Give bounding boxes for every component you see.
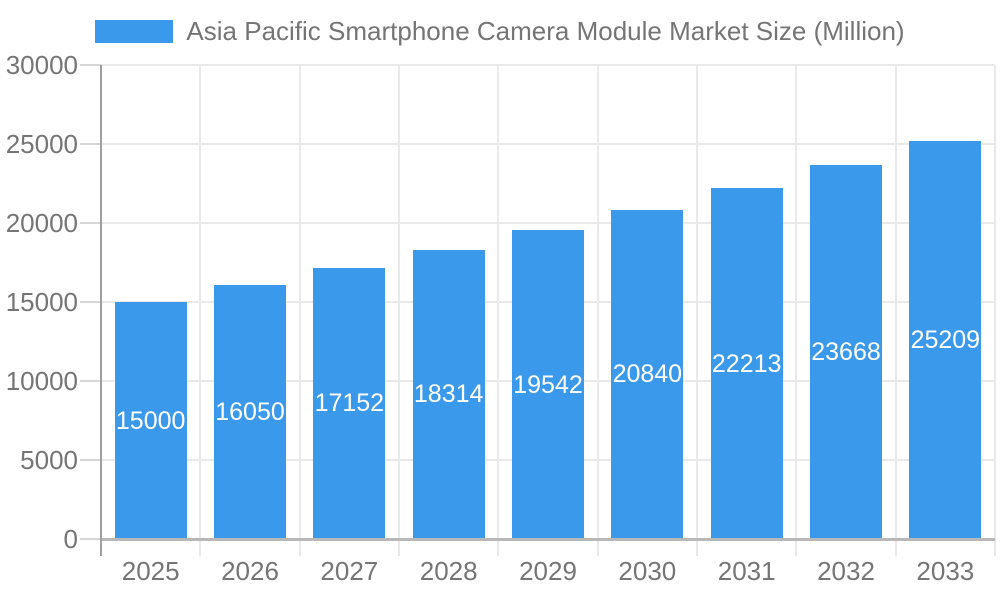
bar-value-label: 22213: [711, 349, 782, 378]
x-axis-tick-label: 2033: [916, 556, 975, 586]
bar-2025: [114, 302, 187, 539]
y-axis-tick-label: 0: [63, 524, 78, 554]
y-axis-tick: [80, 459, 101, 461]
y-axis-tick: [80, 143, 101, 145]
bar-value-label: 16050: [215, 398, 285, 427]
x-axis-tick: [994, 539, 996, 556]
y-axis-tick: [80, 380, 101, 382]
x-gridline: [596, 65, 599, 539]
y-axis-tick-label: 20000: [5, 208, 78, 238]
bar-2028: [412, 249, 485, 539]
x-axis-tick: [795, 539, 798, 556]
y-axis-tick: [80, 301, 101, 303]
bar-value-label: 18314: [413, 380, 484, 409]
x-axis-tick: [199, 539, 202, 556]
x-axis-tick-label: 2030: [618, 556, 677, 586]
y-axis-tick-label: 25000: [5, 129, 78, 159]
bar-2026: [214, 285, 286, 539]
bar-2032: [810, 165, 882, 539]
x-gridline: [398, 65, 400, 539]
bar-value-label: 17152: [314, 389, 385, 418]
x-axis-tick: [497, 539, 500, 556]
x-gridline: [298, 65, 301, 539]
x-axis-tick-label: 2027: [320, 556, 379, 586]
y-axis-tick-label: 15000: [5, 287, 78, 317]
y-gridline: [101, 143, 995, 145]
y-axis-line: [100, 65, 102, 556]
bar-value-label: 19542: [513, 370, 583, 399]
chart-legend: Asia Pacific Smartphone Camera Module Ma…: [0, 17, 1000, 45]
x-axis-tick-label: 2026: [221, 556, 279, 586]
x-gridline: [994, 65, 996, 539]
x-axis-tick: [894, 539, 897, 556]
y-axis-tick: [80, 222, 101, 224]
x-gridline: [894, 65, 897, 539]
x-axis-tick-label: 2028: [419, 556, 478, 586]
x-axis-tick: [696, 539, 698, 556]
bar-2033: [909, 140, 982, 539]
bar-2027: [313, 267, 386, 539]
y-axis-tick: [80, 538, 101, 540]
x-axis-tick-label: 2029: [519, 556, 577, 586]
bar-2030: [611, 209, 684, 539]
x-axis-tick-label: 2031: [717, 556, 776, 586]
x-axis-tick: [398, 539, 400, 556]
bar-2029: [512, 230, 584, 539]
y-gridline: [101, 64, 995, 66]
y-axis-tick-label: 10000: [5, 366, 78, 396]
legend-label: Asia Pacific Smartphone Camera Module Ma…: [186, 16, 905, 46]
x-axis-tick: [298, 539, 301, 556]
legend-swatch-icon: [95, 19, 174, 43]
x-axis-tick: [100, 539, 102, 556]
x-gridline: [199, 65, 202, 539]
y-axis-tick: [80, 64, 101, 66]
x-axis-tick-label: 2025: [121, 556, 180, 586]
x-gridline: [497, 65, 500, 539]
bar-2031: [710, 188, 783, 539]
x-gridline: [696, 65, 698, 539]
x-gridline: [795, 65, 798, 539]
bar-value-label: 15000: [115, 406, 186, 435]
x-axis-tick: [596, 539, 599, 556]
y-axis-tick-label: 30000: [5, 50, 78, 80]
x-axis-tick-label: 2032: [817, 556, 875, 586]
y-axis-tick-label: 5000: [20, 445, 78, 475]
bar-value-label: 23668: [811, 338, 881, 367]
legend-item[interactable]: Asia Pacific Smartphone Camera Module Ma…: [95, 16, 905, 46]
bar-value-label: 20840: [612, 360, 683, 389]
bar-value-label: 25209: [910, 325, 981, 354]
